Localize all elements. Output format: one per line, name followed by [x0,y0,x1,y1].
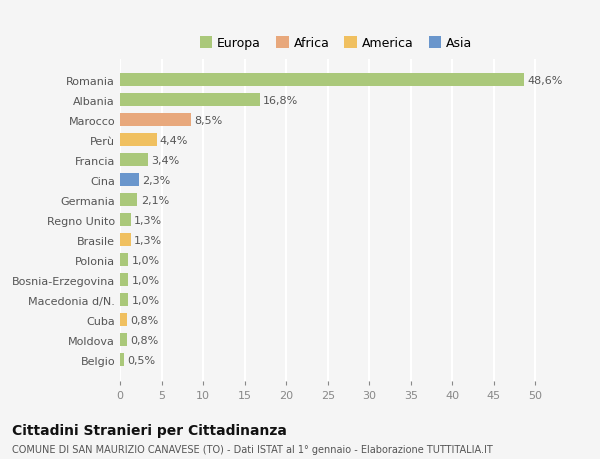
Bar [120,294,128,307]
Bar [120,174,139,187]
Text: Cittadini Stranieri per Cittadinanza: Cittadini Stranieri per Cittadinanza [12,423,287,437]
Bar [120,313,127,326]
Text: 2,3%: 2,3% [142,175,170,185]
Text: 8,5%: 8,5% [194,116,222,126]
Text: 0,8%: 0,8% [130,335,158,345]
Bar [120,214,131,227]
Bar [120,114,191,127]
Bar [120,334,127,347]
Text: 2,1%: 2,1% [141,196,169,205]
Bar [120,353,124,366]
Legend: Europa, Africa, America, Asia: Europa, Africa, America, Asia [200,37,472,50]
Bar [120,254,128,267]
Text: 4,4%: 4,4% [160,135,188,146]
Bar [120,74,524,87]
Text: 1,0%: 1,0% [131,275,160,285]
Text: 0,8%: 0,8% [130,315,158,325]
Bar [120,194,137,207]
Text: 16,8%: 16,8% [263,96,298,106]
Text: 3,4%: 3,4% [152,156,180,166]
Bar [120,94,260,107]
Text: COMUNE DI SAN MAURIZIO CANAVESE (TO) - Dati ISTAT al 1° gennaio - Elaborazione T: COMUNE DI SAN MAURIZIO CANAVESE (TO) - D… [12,444,493,454]
Text: 1,0%: 1,0% [131,255,160,265]
Text: 1,0%: 1,0% [131,295,160,305]
Bar [120,234,131,247]
Bar [120,154,148,167]
Text: 1,3%: 1,3% [134,235,162,245]
Text: 48,6%: 48,6% [527,76,562,86]
Text: 0,5%: 0,5% [127,355,155,365]
Bar [120,274,128,286]
Text: 1,3%: 1,3% [134,215,162,225]
Bar [120,134,157,147]
